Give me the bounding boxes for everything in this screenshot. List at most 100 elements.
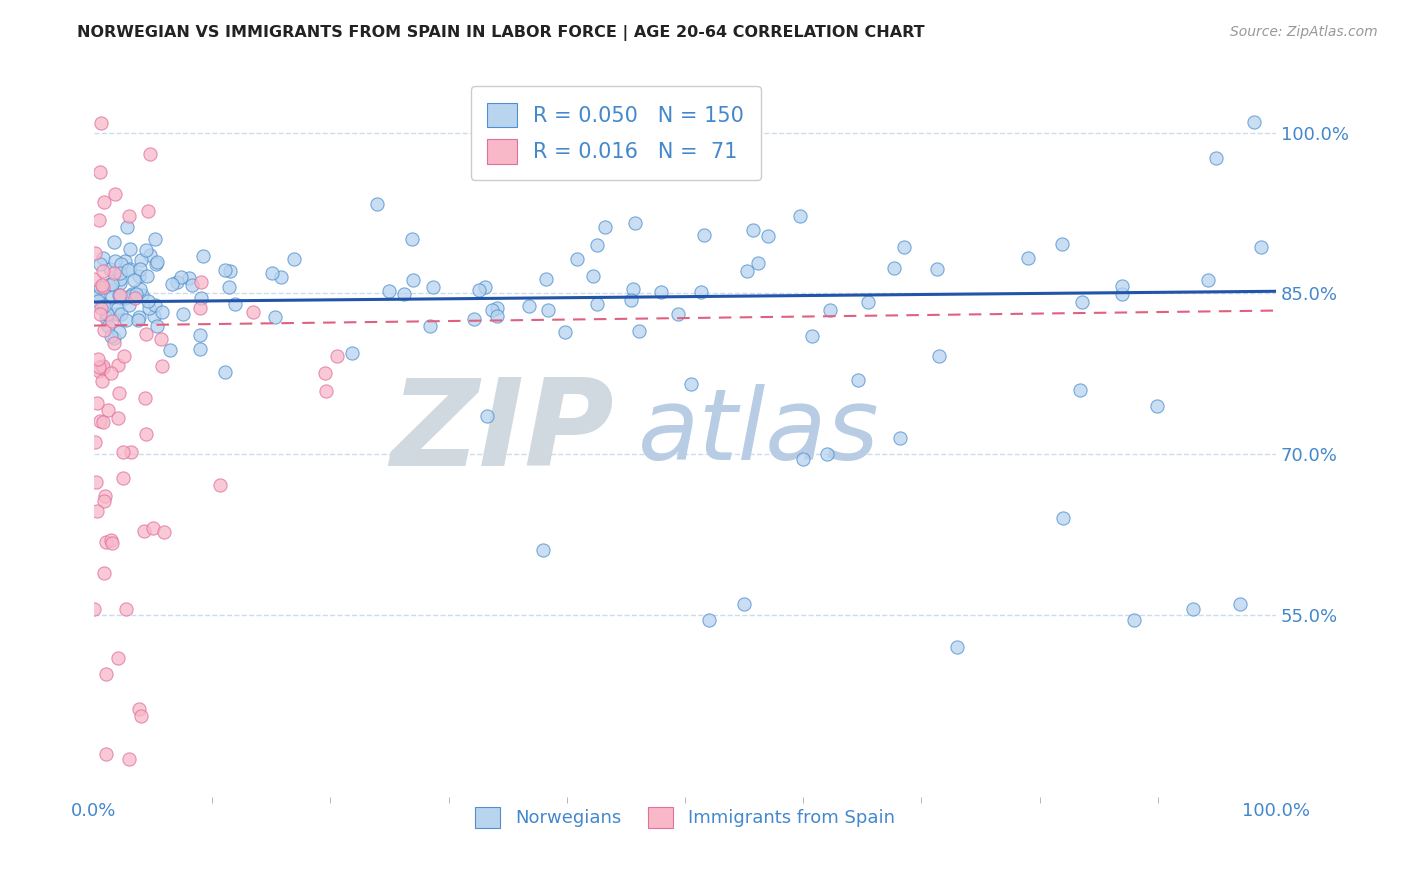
Point bbox=[139, 147, 162, 161]
Point bbox=[283, 252, 305, 266]
Point bbox=[166, 275, 188, 289]
Point bbox=[735, 263, 758, 277]
Point bbox=[94, 747, 117, 761]
Point bbox=[534, 271, 557, 285]
Point bbox=[100, 328, 122, 343]
Point bbox=[91, 279, 114, 293]
Point bbox=[143, 232, 166, 246]
Point bbox=[627, 324, 650, 338]
Point bbox=[110, 307, 132, 321]
Point bbox=[619, 293, 641, 307]
Point bbox=[93, 252, 115, 266]
Point bbox=[1070, 294, 1092, 309]
Point bbox=[567, 252, 589, 266]
Point bbox=[342, 345, 364, 359]
Point bbox=[270, 270, 292, 285]
Point bbox=[1050, 237, 1073, 252]
Point bbox=[112, 445, 135, 459]
Point bbox=[146, 318, 169, 333]
Point bbox=[1111, 286, 1133, 301]
Point bbox=[108, 325, 131, 339]
Point bbox=[260, 267, 283, 281]
Point bbox=[86, 284, 108, 298]
Point bbox=[160, 277, 183, 292]
Point bbox=[181, 278, 204, 293]
Point bbox=[188, 301, 211, 316]
Point bbox=[114, 291, 136, 305]
Point bbox=[150, 359, 173, 374]
Point bbox=[98, 262, 121, 277]
Point bbox=[815, 447, 838, 461]
Point bbox=[93, 323, 115, 337]
Point bbox=[1229, 597, 1251, 611]
Point bbox=[214, 365, 236, 379]
Point bbox=[392, 286, 415, 301]
Point bbox=[135, 426, 157, 441]
Point bbox=[586, 297, 609, 311]
Point bbox=[83, 602, 105, 616]
Point bbox=[153, 524, 176, 539]
Point bbox=[91, 264, 114, 278]
Point bbox=[747, 256, 769, 270]
Point bbox=[94, 280, 117, 294]
Text: NORWEGIAN VS IMMIGRANTS FROM SPAIN IN LABOR FORCE | AGE 20-64 CORRELATION CHART: NORWEGIAN VS IMMIGRANTS FROM SPAIN IN LA… bbox=[77, 25, 925, 41]
Point bbox=[87, 364, 110, 378]
Point bbox=[87, 212, 110, 227]
Point bbox=[91, 360, 114, 375]
Point bbox=[928, 349, 950, 363]
Point bbox=[143, 310, 166, 324]
Point bbox=[419, 319, 441, 334]
Point bbox=[89, 257, 111, 271]
Point bbox=[219, 264, 242, 278]
Point bbox=[135, 327, 157, 342]
Point bbox=[325, 349, 347, 363]
Point bbox=[122, 273, 145, 287]
Point bbox=[693, 227, 716, 242]
Point bbox=[127, 313, 149, 327]
Point bbox=[128, 269, 150, 284]
Point bbox=[107, 358, 129, 372]
Point bbox=[128, 702, 150, 716]
Point bbox=[177, 271, 200, 285]
Point bbox=[129, 261, 152, 276]
Point bbox=[209, 478, 232, 492]
Point bbox=[136, 294, 159, 309]
Point bbox=[107, 307, 129, 321]
Point bbox=[120, 289, 142, 303]
Legend: Norwegians, Immigrants from Spain: Norwegians, Immigrants from Spain bbox=[468, 800, 903, 835]
Text: atlas: atlas bbox=[638, 384, 879, 481]
Point bbox=[132, 524, 155, 539]
Point bbox=[110, 291, 132, 305]
Point bbox=[1250, 240, 1272, 254]
Point bbox=[90, 116, 112, 130]
Point bbox=[108, 266, 131, 280]
Point bbox=[883, 260, 905, 275]
Point bbox=[138, 301, 160, 315]
Point bbox=[135, 243, 157, 257]
Point bbox=[90, 277, 112, 292]
Point bbox=[789, 209, 811, 223]
Point bbox=[188, 343, 211, 357]
Point bbox=[120, 444, 142, 458]
Point bbox=[146, 255, 169, 269]
Point bbox=[96, 310, 118, 325]
Point bbox=[101, 535, 124, 549]
Point bbox=[1017, 251, 1039, 265]
Point bbox=[145, 256, 167, 270]
Point bbox=[402, 273, 425, 287]
Point bbox=[1197, 273, 1219, 287]
Point bbox=[136, 269, 159, 284]
Point bbox=[593, 219, 616, 234]
Point bbox=[188, 327, 211, 342]
Point bbox=[86, 395, 108, 409]
Point bbox=[103, 266, 125, 280]
Point bbox=[128, 310, 150, 324]
Point bbox=[108, 272, 131, 286]
Point bbox=[87, 289, 110, 303]
Point bbox=[104, 186, 127, 201]
Point bbox=[893, 240, 915, 254]
Point bbox=[1052, 511, 1074, 525]
Point bbox=[150, 304, 173, 318]
Point bbox=[690, 285, 713, 299]
Point bbox=[314, 366, 336, 380]
